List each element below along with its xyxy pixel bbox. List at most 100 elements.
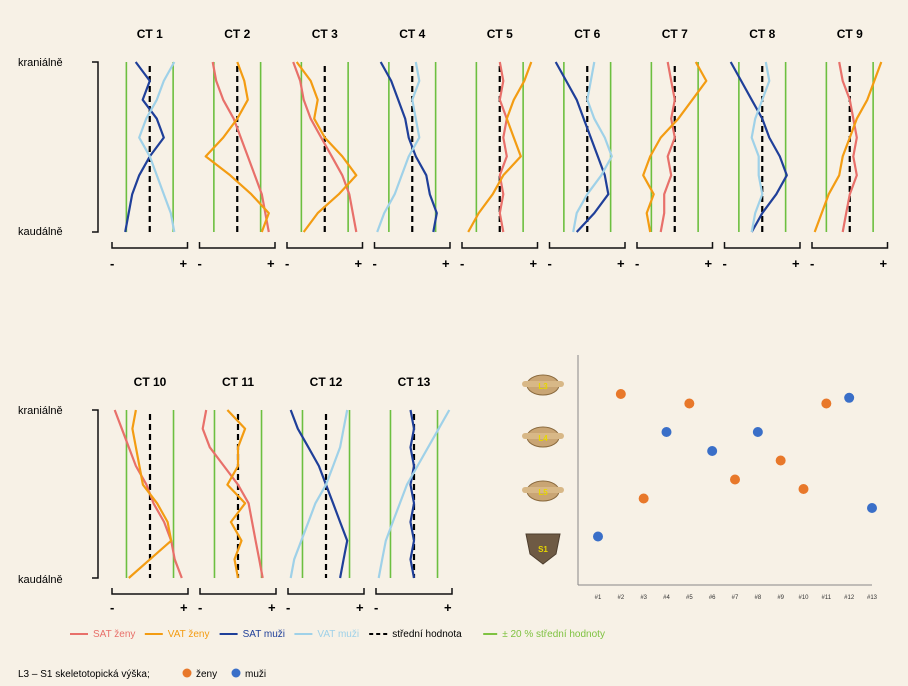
men-point xyxy=(593,531,603,542)
women-point xyxy=(798,484,809,494)
women-point xyxy=(684,398,695,409)
minus-sign: - xyxy=(110,600,114,615)
sacrum-icon xyxy=(525,533,561,565)
series-line xyxy=(138,61,176,233)
ct-panel: CT 11 - + xyxy=(198,375,277,615)
scatter-x-tick: #8 xyxy=(754,595,761,601)
scatter-x-tick: #5 xyxy=(686,595,693,601)
scatter-x-tick: #13 xyxy=(867,595,878,601)
x-bracket xyxy=(287,588,365,595)
minus-sign: - xyxy=(110,256,114,271)
minus-sign: - xyxy=(374,600,378,615)
series-line xyxy=(376,61,421,233)
panel-title: CT 10 xyxy=(134,375,167,389)
scatter-x-tick: #3 xyxy=(640,595,647,601)
vertebra-label: L3 xyxy=(538,382,548,391)
vertical-bracket-bottom xyxy=(92,409,99,579)
plus-sign: + xyxy=(356,600,364,615)
minus-sign: - xyxy=(460,256,464,271)
minus-sign: - xyxy=(373,256,377,271)
minus-sign: - xyxy=(285,256,289,271)
series-line xyxy=(498,61,508,233)
vertebra-process-icon xyxy=(522,381,564,387)
men-point xyxy=(867,503,877,513)
women-point xyxy=(730,474,740,485)
ct-panel: CT 10 - + xyxy=(110,375,189,615)
plus-sign: + xyxy=(705,256,713,271)
series-line xyxy=(124,61,165,233)
panel-title: CT 13 xyxy=(398,375,431,389)
series-line xyxy=(289,409,349,579)
women-dot-legend xyxy=(182,668,192,678)
scatter-x-tick: #10 xyxy=(798,595,809,601)
panel-title: CT 7 xyxy=(662,27,688,41)
panel-title: CT 3 xyxy=(312,27,338,41)
minus-sign: - xyxy=(635,256,639,271)
series-line xyxy=(201,409,264,579)
plus-sign: + xyxy=(442,256,450,271)
series-line xyxy=(226,409,247,579)
legend-label: VAT ženy xyxy=(168,629,210,640)
panel-title: CT 2 xyxy=(224,27,250,41)
scatter-x-tick: #6 xyxy=(709,595,716,601)
panel-title: CT 11 xyxy=(222,375,254,389)
scatter-x-tick: #12 xyxy=(844,595,855,601)
women-legend-label: ženy xyxy=(196,669,217,680)
minus-sign: - xyxy=(286,600,290,615)
minus-sign: - xyxy=(198,256,202,271)
series-line xyxy=(128,409,173,579)
plus-sign: + xyxy=(530,256,538,271)
legend-label: VAT muži xyxy=(317,629,359,640)
series-line xyxy=(211,61,270,233)
vertebra-process-icon xyxy=(522,487,564,493)
men-point xyxy=(661,427,672,437)
series-line xyxy=(292,61,358,233)
minus-sign: - xyxy=(548,256,552,271)
ct-panel: CT 9 - + xyxy=(810,27,889,271)
x-bracket xyxy=(811,242,889,249)
series-line xyxy=(377,409,451,579)
plus-sign: + xyxy=(617,256,625,271)
scatter-x-tick: #11 xyxy=(822,595,832,601)
legend-label: střední hodnota xyxy=(392,629,462,640)
ct-panel: CT 8 - + xyxy=(723,27,801,271)
legend-label: SAT ženy xyxy=(93,629,135,640)
panel-title: CT 5 xyxy=(487,27,513,41)
caudal-label-top: kaudálně xyxy=(18,226,63,238)
scatter-x-tick: #7 xyxy=(732,595,739,601)
ct-panel: CT 13 - + xyxy=(374,375,453,615)
panel-title: CT 9 xyxy=(837,27,863,41)
x-bracket xyxy=(636,242,714,249)
panel-title: CT 12 xyxy=(310,375,343,389)
ct-panel: CT 1 - + xyxy=(110,27,189,271)
x-bracket xyxy=(723,242,801,249)
x-bracket xyxy=(375,588,453,595)
panel-title: CT 6 xyxy=(574,27,600,41)
minus-sign: - xyxy=(198,600,202,615)
vertebra-label: S1 xyxy=(538,545,548,554)
x-bracket xyxy=(461,242,539,249)
plus-sign: + xyxy=(180,256,188,271)
series-line xyxy=(572,61,613,233)
vertebra-process-icon xyxy=(522,433,564,439)
panel-title: CT 4 xyxy=(399,27,425,41)
caudal-label-bottom: kaudálně xyxy=(18,574,63,586)
x-bracket xyxy=(111,588,189,595)
plus-sign: + xyxy=(267,256,275,271)
x-bracket xyxy=(199,588,277,595)
x-bracket xyxy=(198,242,276,249)
minus-sign: - xyxy=(810,256,814,271)
plus-sign: + xyxy=(880,256,888,271)
scatter-plot: L3 L4 L5 S1 #1 #2 #3 #4 #5 #6 #7 #8 #9 #10 #11 #12 #13 xyxy=(522,355,878,601)
ct-panel: CT 5 - + xyxy=(460,27,539,271)
plus-sign: + xyxy=(792,256,800,271)
scatter-x-tick: #4 xyxy=(663,595,670,601)
men-legend-label: muži xyxy=(245,669,266,680)
plus-sign: + xyxy=(268,600,276,615)
series-line xyxy=(750,61,771,233)
vertebra-label: L4 xyxy=(538,434,548,443)
series-line xyxy=(409,409,416,579)
women-point xyxy=(615,389,626,399)
series-line xyxy=(379,61,438,233)
